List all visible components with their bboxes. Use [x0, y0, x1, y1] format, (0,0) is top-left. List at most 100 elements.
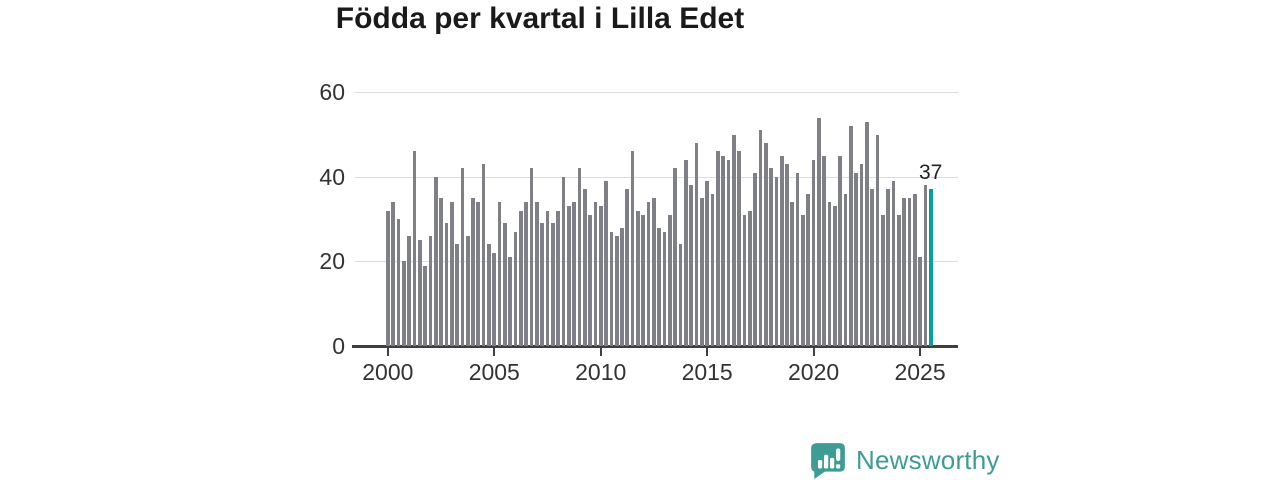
bar-2003-q2 — [455, 244, 459, 346]
bar-2003-q4 — [465, 236, 470, 346]
bar-2000-q1 — [386, 210, 390, 346]
bar-2011-q1 — [620, 227, 624, 346]
bar-2021-q2 — [838, 155, 843, 346]
bar-2017-q1 — [747, 210, 752, 346]
bar-2021-q4 — [849, 126, 853, 346]
bar-2007-q3 — [545, 210, 550, 346]
x-axis-tick-2015 — [706, 348, 709, 356]
bar-2009-q1 — [577, 168, 582, 346]
bar-2001-q4 — [423, 265, 427, 346]
y-axis-label-20: 20 — [319, 248, 345, 275]
x-axis-label-2010: 2010 — [575, 359, 627, 385]
bar-2007-q4 — [550, 223, 555, 346]
newsworthy-wordmark: Newsworthy — [856, 444, 1000, 475]
bar-2019-q4 — [806, 193, 811, 346]
bar-2016-q4 — [742, 214, 747, 346]
bar-2022-q1 — [854, 172, 859, 346]
bar-2021-q3 — [843, 193, 848, 346]
x-axis-label-2025: 2025 — [894, 359, 946, 385]
bar-2017-q4 — [763, 142, 768, 346]
x-axis-tick-2000 — [386, 348, 389, 356]
bar-2024-q4 — [912, 193, 917, 346]
bar-2016-q3 — [737, 151, 741, 346]
gridline-y-60 — [355, 92, 958, 94]
bar-2013-q1 — [662, 231, 667, 346]
last-bar-value-label: 37 — [919, 161, 943, 185]
bar-2025-q2 — [923, 185, 928, 346]
bar-2005-q3 — [503, 223, 507, 346]
bar-2019-q3 — [801, 214, 805, 346]
bar-2002-q4 — [444, 223, 449, 346]
bar-2020-q1 — [811, 159, 816, 346]
bar-2008-q4 — [572, 202, 576, 346]
bar-2016-q1 — [726, 159, 731, 346]
bar-2019-q1 — [790, 202, 795, 346]
bar-2007-q2 — [540, 223, 545, 346]
y-axis-label-60: 60 — [319, 79, 345, 106]
bar-2001-q3 — [417, 240, 422, 346]
bar-2004-q4 — [487, 244, 491, 346]
bar-2014-q2 — [689, 185, 694, 346]
bar-2015-q4 — [721, 155, 725, 346]
bar-2023-q3 — [886, 189, 890, 346]
bar-2025-q3 — [928, 189, 933, 346]
x-axis-line — [352, 345, 958, 348]
bar-2020-q2 — [817, 117, 821, 346]
bar-2021-q1 — [833, 206, 837, 346]
bar-2014-q3 — [694, 142, 699, 346]
bar-2009-q2 — [582, 189, 587, 346]
bar-2005-q4 — [508, 257, 513, 346]
bar-2010-q4 — [614, 236, 619, 346]
bar-2008-q2 — [561, 176, 566, 346]
bar-2012-q3 — [652, 197, 656, 346]
bar-2023-q2 — [880, 214, 885, 346]
bar-2003-q1 — [449, 202, 454, 346]
bar-2010-q2 — [604, 181, 608, 346]
bar-2018-q2 — [774, 176, 779, 346]
gridline-y-20 — [355, 261, 958, 263]
bar-2011-q3 — [630, 151, 635, 346]
bar-2010-q3 — [609, 231, 614, 346]
bar-2002-q3 — [439, 197, 443, 346]
bar-chart-speech-bubble-icon — [811, 443, 845, 479]
chart-title: Födda per kvartal i Lilla Edet — [335, 2, 745, 35]
bar-2022-q3 — [864, 121, 869, 346]
bar-2002-q2 — [433, 176, 438, 346]
bar-2018-q1 — [769, 168, 773, 346]
bar-2024-q1 — [896, 214, 901, 346]
bar-2012-q1 — [641, 214, 646, 346]
bar-2025-q1 — [918, 257, 922, 346]
x-axis-label-2015: 2015 — [681, 359, 733, 385]
bar-2013-q4 — [678, 244, 683, 346]
bar-2008-q3 — [566, 206, 571, 346]
bar-2005-q2 — [497, 202, 502, 346]
bar-2011-q2 — [625, 189, 630, 346]
x-axis-tick-2005 — [493, 348, 496, 356]
bar-2000-q3 — [396, 219, 401, 346]
x-axis-tick-2010 — [599, 348, 602, 356]
bar-2009-q3 — [588, 214, 592, 346]
x-axis-tick-2020 — [812, 348, 815, 356]
bar-2002-q1 — [428, 236, 433, 346]
bar-2017-q3 — [758, 130, 763, 346]
bar-2014-q4 — [700, 197, 704, 346]
bar-2006-q1 — [513, 231, 518, 346]
bar-2004-q3 — [481, 164, 486, 346]
y-axis-label-0: 0 — [332, 333, 345, 359]
bar-2022-q2 — [859, 164, 864, 346]
bar-2006-q2 — [519, 210, 523, 346]
bar-2022-q4 — [870, 189, 874, 346]
bar-2015-q2 — [710, 193, 715, 346]
y-axis-label-40: 40 — [319, 163, 345, 190]
bar-2012-q4 — [657, 227, 662, 346]
newsworthy-logo: Newsworthy — [809, 441, 1000, 479]
bar-2018-q4 — [785, 164, 789, 346]
bar-2013-q2 — [668, 214, 672, 346]
bar-2016-q2 — [731, 134, 736, 346]
bar-2011-q4 — [636, 210, 640, 346]
bar-2001-q1 — [407, 236, 411, 346]
bar-2004-q1 — [471, 197, 475, 346]
x-axis-label-2020: 2020 — [788, 359, 840, 385]
bar-2015-q1 — [705, 181, 709, 346]
